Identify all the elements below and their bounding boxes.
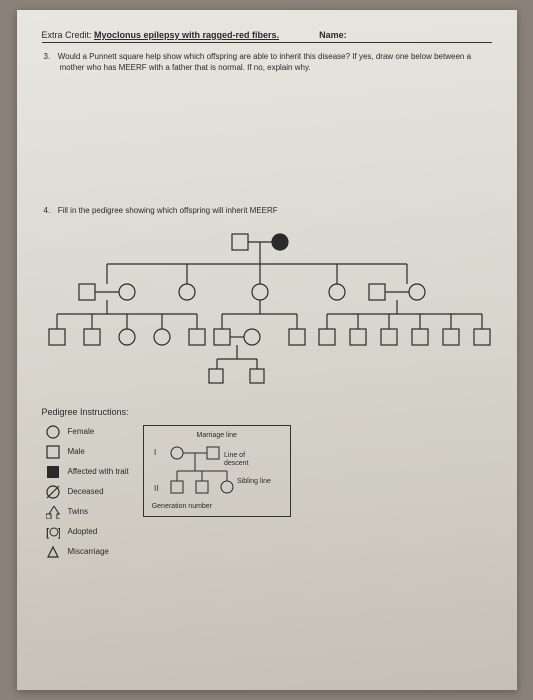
q4-number: 4. (44, 205, 56, 216)
legend-symbols: Female Male Affected with trait Deceased… (46, 425, 129, 559)
marriage-label: Marriage line (152, 432, 282, 439)
instructions-title: Pedigree Instructions: (42, 407, 492, 417)
legend-deceased: Deceased (46, 485, 129, 499)
question-4: 4. Fill in the pedigree showing which of… (60, 205, 492, 216)
line-descent-label: Line of (224, 452, 245, 459)
generation-label: Generation number (152, 503, 282, 510)
title: Extra Credit: Myoclonus epilepsy with ra… (42, 30, 280, 40)
legend-twins: Twins (46, 505, 129, 519)
q4-text: Fill in the pedigree showing which offsp… (58, 206, 278, 215)
legend-adopted: [] Adopted (46, 525, 129, 539)
legend-female: Female (46, 425, 129, 439)
header: Extra Credit: Myoclonus epilepsy with ra… (42, 30, 492, 43)
answer-space-q3 (42, 85, 492, 205)
name-field-label: Name: (319, 30, 347, 40)
svg-text:]: ] (58, 527, 60, 539)
legend-diagram-svg: I II Line of descent Sibling line (152, 441, 282, 501)
worksheet-page: Extra Credit: Myoclonus epilepsy with ra… (17, 10, 517, 690)
sibling-label: Sibling line (237, 478, 271, 485)
question-3: 3. Would a Punnett square help show whic… (60, 51, 492, 73)
svg-text:descent: descent (224, 460, 249, 467)
q3-text: Would a Punnett square help show which o… (58, 52, 471, 72)
svg-text:II: II (154, 484, 158, 493)
svg-text:I: I (154, 448, 156, 457)
svg-text:[: [ (46, 527, 49, 539)
q3-number: 3. (44, 51, 56, 62)
legend-male: Male (46, 445, 129, 459)
legend-miscarriage: Miscarriage (46, 545, 129, 559)
pedigree-chart (37, 229, 497, 399)
legend-diagram-box: Marriage line I II Line of descent Sibli… (143, 425, 291, 517)
legend: Female Male Affected with trait Deceased… (46, 425, 492, 559)
legend-affected: Affected with trait (46, 465, 129, 479)
